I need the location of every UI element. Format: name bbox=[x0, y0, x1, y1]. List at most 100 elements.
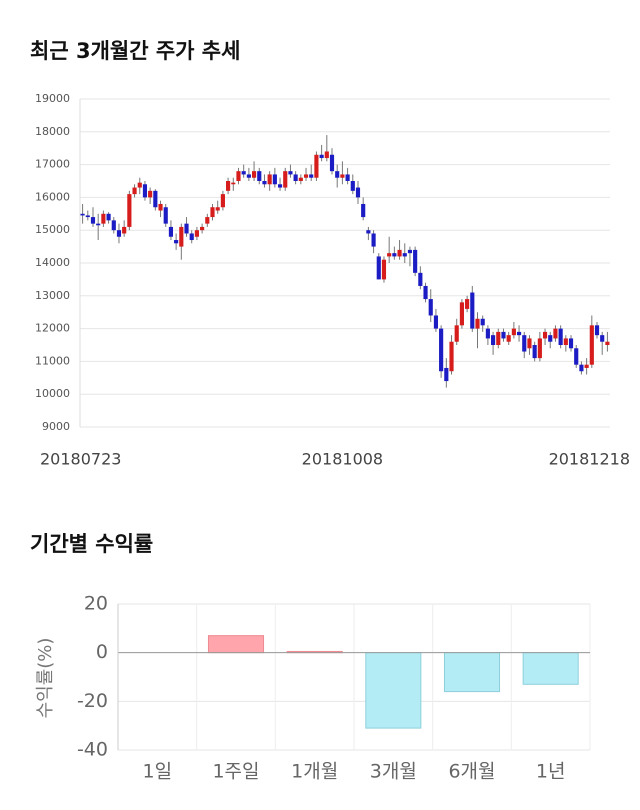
candle-body bbox=[277, 184, 283, 188]
x-tick-label: 6개월 bbox=[448, 761, 495, 783]
x-tick-label: 1일 bbox=[143, 761, 173, 783]
candle-body bbox=[542, 331, 548, 339]
candle-body bbox=[345, 174, 350, 181]
candle-body bbox=[314, 154, 319, 178]
x-tick-label: 1개월 bbox=[291, 761, 338, 783]
candle-body bbox=[355, 187, 361, 198]
y-axis-label: 수익률(%) bbox=[35, 638, 56, 719]
candle-body bbox=[433, 315, 439, 329]
candle-body bbox=[168, 226, 174, 237]
y-tick-label: -20 bbox=[77, 690, 108, 712]
x-tick-label: 1주일 bbox=[212, 761, 259, 783]
candle-body bbox=[350, 181, 355, 191]
candle-body bbox=[127, 194, 132, 227]
chart-title: 최근 3개월간 주가 추세 bbox=[30, 39, 240, 63]
candle-body bbox=[381, 259, 387, 280]
candle-body bbox=[101, 213, 106, 224]
bar bbox=[522, 652, 579, 685]
candle-body bbox=[116, 230, 122, 237]
candle-body bbox=[340, 174, 345, 178]
candle-body bbox=[532, 345, 537, 359]
x-tick-label: 3개월 bbox=[370, 761, 417, 783]
candle-body bbox=[413, 249, 418, 273]
candle-body bbox=[584, 364, 589, 368]
candle-body bbox=[548, 335, 553, 342]
candle-body bbox=[257, 171, 262, 181]
candle-body bbox=[241, 171, 246, 175]
candle-body bbox=[589, 325, 594, 365]
candle-body bbox=[205, 217, 210, 224]
candle-body bbox=[506, 335, 511, 342]
candle-body bbox=[371, 233, 376, 247]
candle-body bbox=[387, 253, 392, 257]
candle-body bbox=[366, 230, 371, 234]
candle-body bbox=[283, 171, 288, 188]
candle-body bbox=[335, 171, 340, 178]
y-tick-label: 9000 bbox=[42, 420, 70, 433]
candle-body bbox=[407, 249, 413, 254]
y-tick-label: 15000 bbox=[35, 223, 70, 236]
candle-body bbox=[496, 331, 501, 345]
candle-body bbox=[106, 213, 111, 221]
x-tick-label: 20180723 bbox=[40, 450, 121, 469]
candle-body bbox=[226, 181, 231, 191]
candle-body bbox=[179, 226, 184, 247]
candle-body bbox=[303, 174, 309, 178]
candle-body bbox=[516, 331, 522, 336]
bar bbox=[365, 652, 422, 729]
candle-body bbox=[600, 335, 605, 342]
candle-body bbox=[324, 151, 329, 159]
candle-body bbox=[579, 364, 584, 372]
candle-body bbox=[298, 177, 303, 181]
y-tick-label: 11000 bbox=[35, 354, 70, 367]
candle-body bbox=[402, 253, 407, 257]
candle-body bbox=[449, 341, 454, 372]
candle-body bbox=[111, 220, 116, 231]
y-tick-label: -40 bbox=[77, 739, 108, 761]
candle-body bbox=[148, 190, 153, 198]
candle-body bbox=[397, 249, 402, 257]
candle-body bbox=[194, 230, 199, 237]
candle-body bbox=[553, 328, 558, 339]
y-tick-label: 17000 bbox=[35, 158, 70, 171]
x-tick-label: 20181218 bbox=[549, 450, 630, 469]
candle-body bbox=[184, 223, 189, 234]
candle-body bbox=[319, 154, 324, 159]
candle-body bbox=[537, 338, 542, 359]
candle-body bbox=[267, 174, 272, 185]
y-tick-label: 18000 bbox=[35, 125, 70, 138]
y-tick-label: 20 bbox=[84, 593, 108, 615]
candle-body bbox=[423, 285, 428, 300]
candle-body bbox=[418, 272, 423, 286]
candle-body bbox=[288, 171, 293, 175]
candle-body bbox=[80, 213, 85, 216]
candle-body bbox=[85, 215, 90, 218]
candle-body bbox=[90, 217, 96, 224]
candle-body bbox=[163, 207, 168, 224]
candle-body bbox=[293, 174, 298, 181]
candle-body bbox=[189, 233, 194, 241]
candle-body bbox=[142, 184, 148, 198]
candle-body bbox=[439, 328, 444, 372]
chart-title: 기간별 수익률 bbox=[30, 532, 153, 556]
candle-body bbox=[376, 256, 381, 280]
y-tick-label: 0 bbox=[96, 641, 108, 663]
candle-body bbox=[459, 302, 464, 326]
candle-body bbox=[594, 325, 600, 336]
candle-body bbox=[465, 299, 470, 309]
candle-body bbox=[361, 203, 366, 218]
candle-body bbox=[475, 318, 480, 329]
candle-body bbox=[563, 338, 568, 345]
candle-body bbox=[329, 154, 335, 172]
candle-body bbox=[309, 174, 314, 178]
candle-body bbox=[174, 240, 179, 244]
candle-body bbox=[558, 328, 563, 345]
candle-body bbox=[454, 325, 459, 342]
bar bbox=[443, 652, 501, 693]
candle-body bbox=[568, 338, 574, 349]
candle-body bbox=[251, 171, 257, 178]
candle-body bbox=[236, 171, 241, 181]
candle-body bbox=[122, 226, 127, 234]
candle-body bbox=[137, 182, 142, 188]
x-tick-label: 20181008 bbox=[302, 450, 383, 469]
